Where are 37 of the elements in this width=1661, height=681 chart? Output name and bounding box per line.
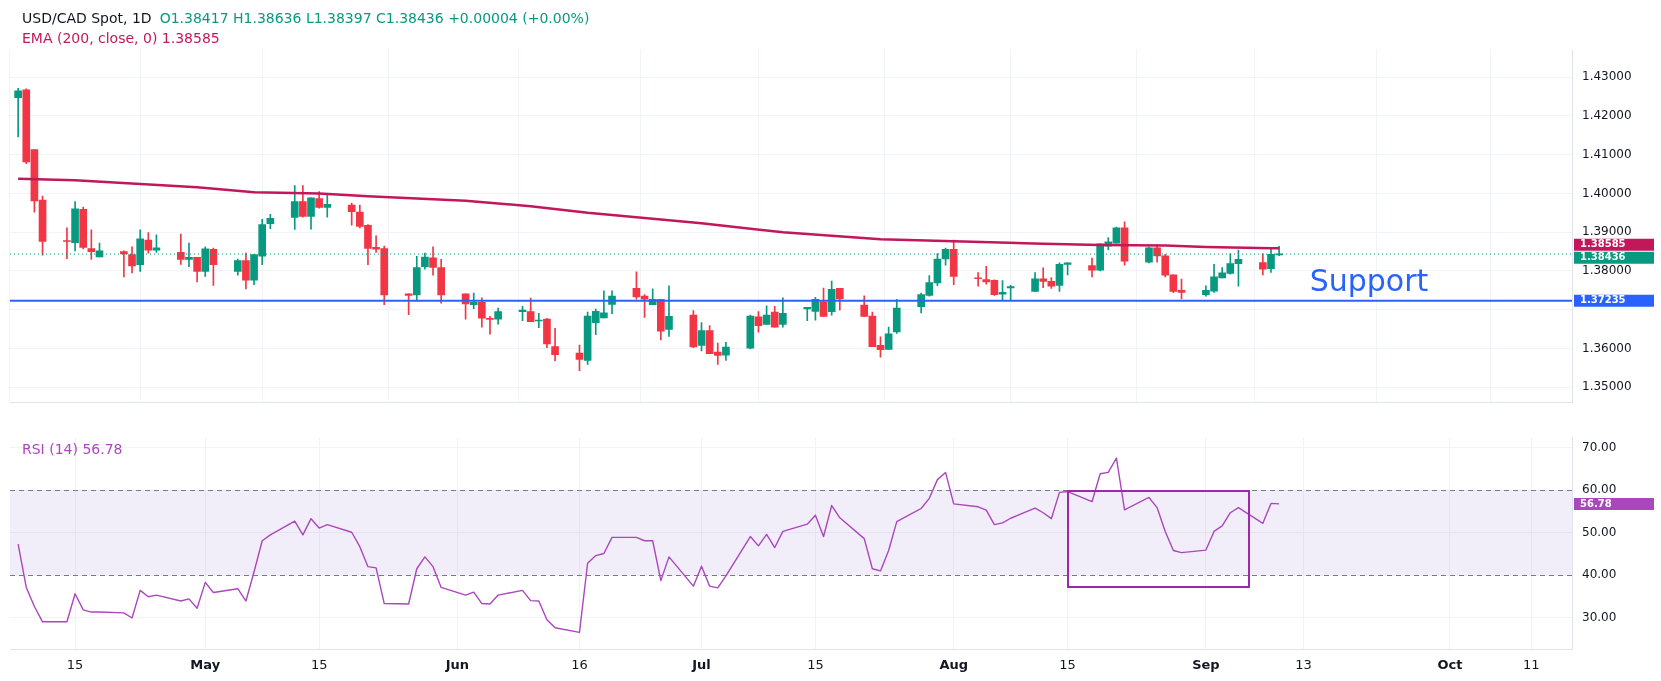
y-tick-label: 1.42000 [1582, 108, 1632, 123]
x-tick-label: May [190, 656, 221, 672]
y-tick-label: 1.43000 [1582, 69, 1632, 84]
x-tick-label: 16 [571, 656, 588, 672]
text: RSI (14) 56.78 [22, 441, 123, 458]
chart-title: USD/CAD Spot, 1D [22, 10, 152, 26]
x-tick-label: Sep [1192, 656, 1220, 672]
candlestick [63, 227, 71, 259]
x-tick-label: 11 [1523, 656, 1540, 672]
y-tick-label: 50.00 [1582, 524, 1617, 539]
x-tick-label: Jul [691, 656, 711, 672]
x-tick-label: 15 [310, 656, 328, 672]
y-tick-label: 70.00 [1582, 439, 1617, 454]
text: 56.78 [1580, 497, 1612, 509]
x-tick-label: 15 [66, 656, 84, 672]
chart-subtitle: O1.38417 H1.38636 L1.38397 C1.38436 +0.00004 (+0.00%) [159, 10, 590, 26]
y-tick-label: 1.40000 [1582, 185, 1632, 200]
text: EMA (200, close, 0) 1.38585 [22, 30, 220, 46]
candlestick [974, 272, 982, 287]
x-tick-label: 13 [1295, 656, 1312, 672]
y-tick-label: 1.36000 [1582, 340, 1632, 355]
x-tick-label: Aug [939, 656, 969, 672]
text: 1.37235 [1580, 294, 1626, 306]
x-tick-label: Oct [1437, 656, 1463, 672]
y-tick-label: 40.00 [1582, 567, 1617, 582]
x-tick-label: Jun [444, 656, 470, 672]
y-tick-label: 1.35000 [1582, 379, 1632, 394]
y-tick-label: 1.41000 [1582, 146, 1632, 161]
y-tick-label: 1.38000 [1582, 263, 1632, 278]
y-tick-label: 1.39000 [1582, 224, 1632, 239]
ref-line-label: Support [1309, 262, 1429, 298]
x-tick-label: 15 [807, 656, 824, 672]
x-tick-label: 15 [1059, 656, 1076, 672]
text: 1.38585 [1580, 238, 1626, 250]
text: 1.38436 [1580, 251, 1626, 263]
y-tick-label: 60.00 [1582, 482, 1617, 497]
y-tick-label: 30.00 [1582, 609, 1617, 624]
